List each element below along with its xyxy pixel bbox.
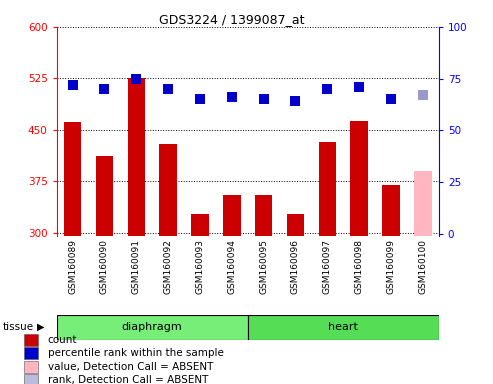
Text: ▶: ▶ (37, 322, 44, 332)
Text: diaphragm: diaphragm (122, 322, 182, 333)
Text: GSM160098: GSM160098 (354, 239, 364, 294)
Text: GSM160100: GSM160100 (419, 239, 427, 294)
Bar (247, 315, 439, 340)
Bar (24, 361, 38, 373)
Bar (57, 315, 247, 340)
Text: GSM160097: GSM160097 (323, 239, 332, 294)
Bar (24, 374, 38, 384)
Text: GSM160092: GSM160092 (164, 239, 173, 294)
Text: percentile rank within the sample: percentile rank within the sample (48, 348, 224, 358)
Text: count: count (48, 335, 77, 345)
Text: rank, Detection Call = ABSENT: rank, Detection Call = ABSENT (48, 375, 208, 384)
Bar (64, 122, 81, 236)
Text: GSM160096: GSM160096 (291, 239, 300, 294)
Bar (96, 156, 113, 236)
Bar (128, 78, 145, 236)
Text: GSM160094: GSM160094 (227, 239, 236, 294)
Text: GSM160089: GSM160089 (68, 239, 77, 294)
Text: GSM160099: GSM160099 (387, 239, 395, 294)
Text: GSM160091: GSM160091 (132, 239, 141, 294)
Bar (255, 195, 273, 236)
Bar (287, 214, 304, 236)
Bar (223, 195, 241, 236)
Bar (159, 144, 177, 236)
Bar (24, 348, 38, 359)
Text: heart: heart (328, 322, 358, 333)
Text: GSM160090: GSM160090 (100, 239, 109, 294)
Bar (24, 334, 38, 346)
Bar (191, 214, 209, 236)
Bar (351, 121, 368, 236)
Text: GSM160093: GSM160093 (195, 239, 205, 294)
Text: tissue: tissue (2, 322, 34, 332)
Bar (382, 185, 400, 236)
Bar (318, 142, 336, 236)
Bar (414, 171, 431, 236)
Text: value, Detection Call = ABSENT: value, Detection Call = ABSENT (48, 362, 213, 372)
Text: GSM160095: GSM160095 (259, 239, 268, 294)
Text: GDS3224 / 1399087_at: GDS3224 / 1399087_at (159, 13, 305, 26)
